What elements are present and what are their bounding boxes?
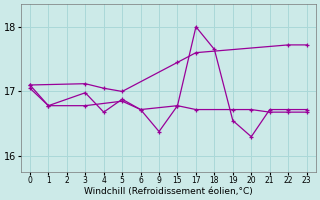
X-axis label: Windchill (Refroidissement éolien,°C): Windchill (Refroidissement éolien,°C) [84, 187, 253, 196]
